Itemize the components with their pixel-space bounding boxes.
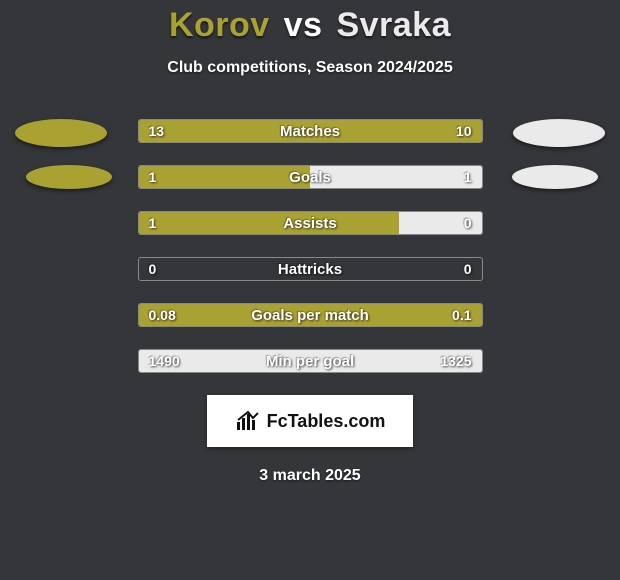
stat-label: Matches: [139, 120, 482, 142]
footer-logo-text: FcTables.com: [267, 411, 386, 432]
stat-row: 13Matches10: [138, 119, 483, 143]
stat-value-right: 1325: [440, 350, 471, 372]
stat-rows: 13Matches101Goals11Assists00Hattricks00.…: [138, 119, 483, 373]
stat-row: 1Goals1: [138, 165, 483, 189]
stat-value-right: 0: [464, 212, 472, 234]
subtitle: Club competitions, Season 2024/2025: [0, 59, 620, 77]
stat-row: 0.08Goals per match0.1: [138, 303, 483, 327]
title-player1: Korov: [169, 6, 270, 44]
content-area: 13Matches101Goals11Assists00Hattricks00.…: [0, 119, 620, 485]
player1-badge-1: [15, 119, 107, 147]
player2-badge-1: [513, 119, 605, 147]
title-vs: vs: [284, 6, 323, 44]
player1-badge-2: [26, 165, 112, 189]
footer-logo: FcTables.com: [207, 395, 413, 447]
chart-icon: [235, 410, 261, 432]
player2-badge-2: [512, 165, 598, 189]
title-player2: Svraka: [336, 6, 451, 44]
stat-row: 0Hattricks0: [138, 257, 483, 281]
stat-label: Min per goal: [139, 350, 482, 372]
footer-date: 3 march 2025: [0, 467, 620, 485]
stat-row: 1490Min per goal1325: [138, 349, 483, 373]
stat-label: Goals per match: [139, 304, 482, 326]
stat-row: 1Assists0: [138, 211, 483, 235]
stat-label: Goals: [139, 166, 482, 188]
stat-label: Assists: [139, 212, 482, 234]
stat-label: Hattricks: [139, 258, 482, 280]
page-title: Korov vs Svraka: [0, 0, 620, 45]
stat-value-right: 0.1: [452, 304, 471, 326]
stat-value-right: 10: [456, 120, 472, 142]
stat-value-right: 1: [464, 166, 472, 188]
stat-value-right: 0: [464, 258, 472, 280]
